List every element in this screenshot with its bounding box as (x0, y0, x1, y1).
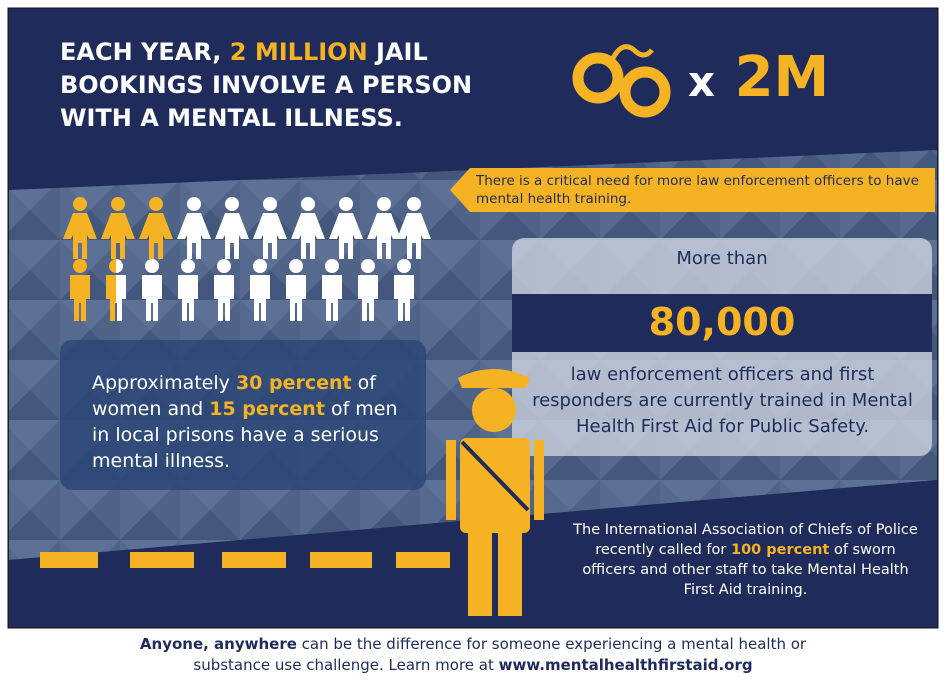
footer-text: Anyone, anywhere can be the difference f… (110, 634, 836, 676)
stat-lead: More than (512, 248, 932, 269)
footer-link: www.mentalhealthfirstaid.org (499, 656, 753, 674)
header-title: EACH YEAR, 2 MILLION JAIL BOOKINGS INVOL… (60, 36, 530, 135)
prisons-highlight: 15 percent (209, 398, 325, 420)
multiplier: x 2M (688, 46, 829, 114)
title-highlight: 2 MILLION (230, 38, 368, 66)
iacp-text: The International Association of Chiefs … (568, 520, 923, 600)
multiplier-value: 2M (735, 45, 830, 110)
iacp-highlight: 100 percent (731, 542, 829, 558)
footer-bold: Anyone, anywhere (140, 635, 297, 653)
stat-number: 80,000 (512, 298, 932, 346)
banner-text: There is a critical need for more law en… (476, 172, 931, 208)
prisons-highlight: 30 percent (236, 372, 352, 394)
prisons-part: Approximately (92, 372, 236, 394)
multiplier-x: x (688, 57, 715, 106)
stat-body: law enforcement officers and first respo… (530, 362, 915, 440)
prisons-text: Approximately 30 percent of women and 15… (92, 370, 412, 474)
title-text: EACH YEAR, (60, 38, 230, 66)
infographic: EACH YEAR, 2 MILLION JAIL BOOKINGS INVOL… (0, 0, 946, 680)
